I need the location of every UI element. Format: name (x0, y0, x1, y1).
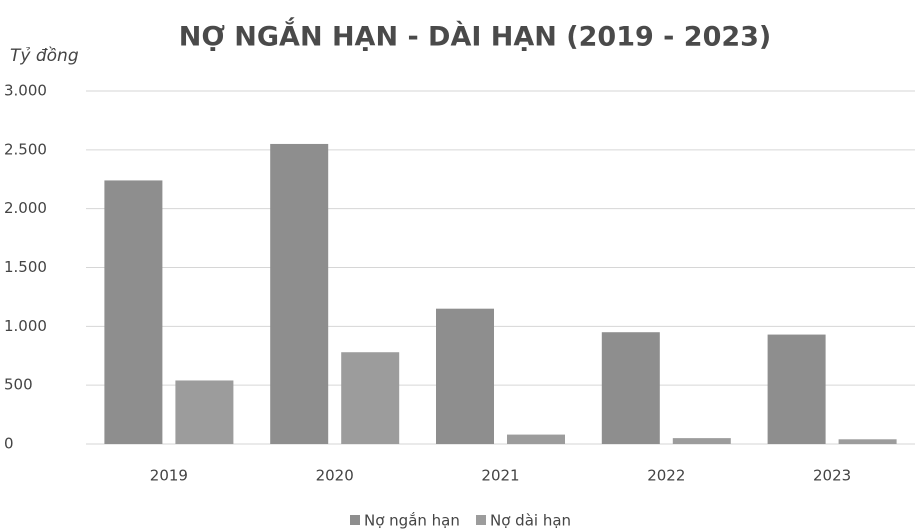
y-axis-label: Tỷ đồng (10, 45, 79, 66)
bar (436, 308, 494, 444)
legend-swatch (476, 515, 486, 525)
y-tick-label: 0 (4, 435, 14, 453)
legend-swatch (350, 515, 360, 525)
y-tick-label: 500 (4, 376, 33, 394)
bar (104, 180, 163, 444)
y-tick-label: 1.000 (4, 317, 47, 335)
y-tick-label: 2.000 (4, 199, 47, 217)
bar (838, 439, 897, 444)
bar (341, 352, 400, 444)
bar (601, 332, 660, 444)
x-tick-label: 2021 (481, 467, 519, 485)
bar (672, 438, 731, 444)
bar (270, 143, 329, 444)
y-tick-label: 1.500 (4, 258, 47, 276)
chart-title: NỢ NGẮN HẠN - DÀI HẠN (2019 - 2023) (179, 17, 772, 53)
y-tick-label: 3.000 (4, 82, 47, 100)
x-tick-label: 2022 (647, 467, 685, 485)
x-tick-label: 2023 (813, 467, 851, 485)
bar (175, 380, 234, 444)
x-tick-label: 2019 (150, 467, 188, 485)
legend-label: Nợ ngắn hạn (364, 512, 460, 530)
x-tick-label: 2020 (316, 467, 354, 485)
y-tick-label: 2.500 (4, 140, 47, 158)
bar (507, 434, 565, 444)
bar (767, 334, 826, 444)
legend-label: Nợ dài hạn (490, 512, 571, 530)
